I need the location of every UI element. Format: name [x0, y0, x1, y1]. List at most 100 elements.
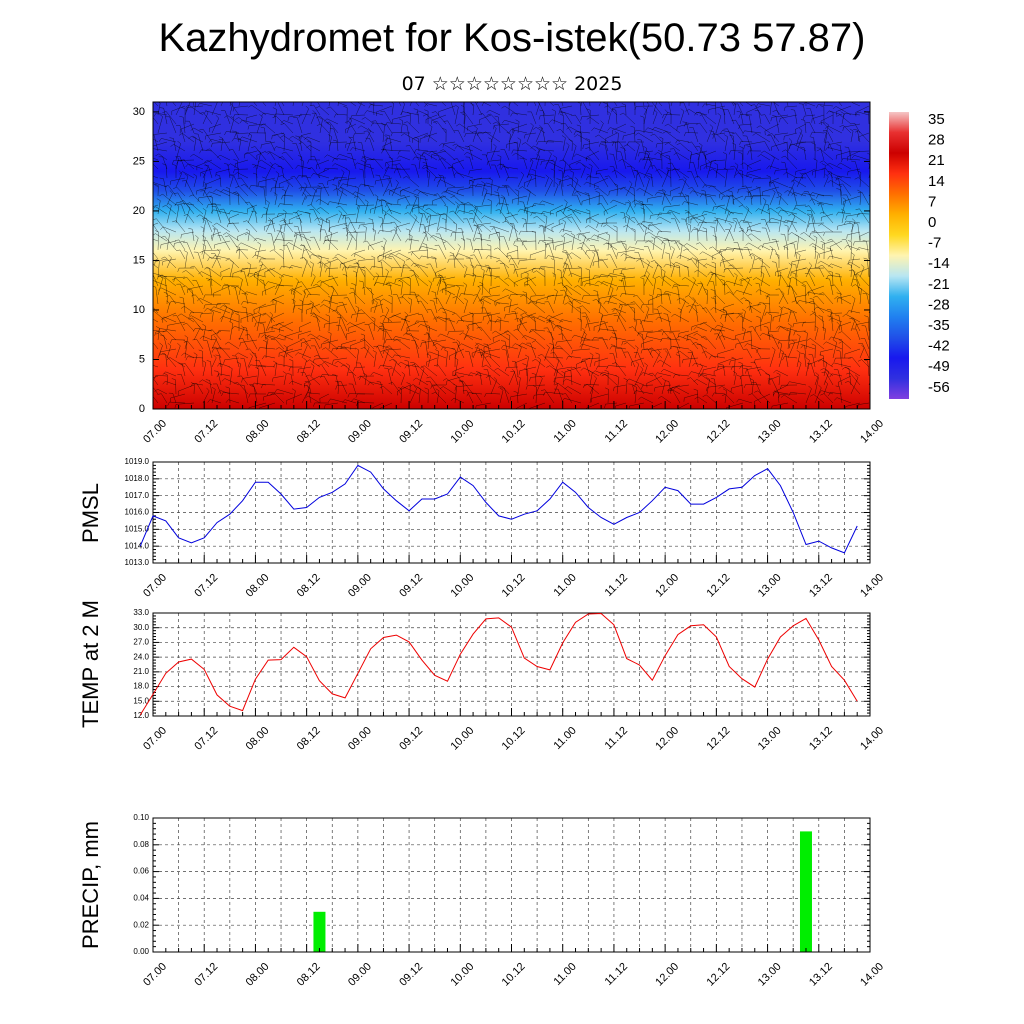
temp-y-tick-label: 21.0	[133, 667, 149, 676]
heatmap-x-tick-label: 12.00	[653, 418, 681, 446]
colorbar-label: -14	[928, 255, 950, 272]
temp-grid	[153, 613, 870, 716]
heatmap-y-axis: 0 5 10 15 20 25 30	[133, 106, 870, 415]
temp-x-tick-label: 10.12	[500, 725, 528, 753]
precip-y-axis: 0.10 0.08 0.06 0.04 0.02 0.00	[133, 813, 870, 956]
colorbar-label: 7	[928, 193, 936, 210]
temp-x-tick-label: 08.12	[295, 725, 323, 753]
precip-x-tick-label: 13.12	[807, 961, 835, 989]
pmsl-x-tick-label: 07.12	[192, 572, 220, 600]
pmsl-x-axis: 07.00 07.12 08.00 08.12 09.00 09.12 10.00 10.12…	[141, 555, 886, 600]
heatmap-x-tick-label: 08.12	[295, 418, 323, 446]
pmsl-x-tick-label: 09.00	[346, 572, 374, 600]
precip-x-tick-label: 10.12	[500, 961, 528, 989]
pmsl-grid	[153, 462, 870, 563]
temp-x-tick-label: 14.00	[858, 725, 886, 753]
pmsl-x-tick-label: 14.00	[858, 572, 886, 600]
colorbar-label: -56	[928, 379, 950, 396]
colorbar-label: 28	[928, 132, 945, 149]
temp-x-tick-label: 07.00	[141, 725, 169, 753]
colorbar-label: 0	[928, 214, 936, 231]
heatmap-x-tick-label: 09.12	[397, 418, 425, 446]
temp-x-tick-label: 12.12	[705, 725, 733, 753]
temp-x-tick-label: 13.12	[807, 725, 835, 753]
temp-y-tick-label: 30.0	[133, 623, 149, 632]
precip-x-tick-label: 07.00	[141, 961, 169, 989]
heatmap-y-tick-label: 5	[139, 353, 145, 365]
colorbar-labels: 35 28 21 14 7 0 -7 -14 -21 -28 -35 -42 -49 -56	[928, 111, 950, 396]
heatmap-y-tick-label: 15	[133, 254, 145, 266]
colorbar-label: 14	[928, 173, 945, 190]
precip-x-tick-label: 11.12	[603, 961, 630, 988]
temp-y-axis: 33.0 30.0 27.0 24.0 21.0 18.0 15.0 12.0	[133, 608, 870, 720]
precip-bars	[313, 831, 812, 952]
temp-x-tick-label: 11.00	[551, 725, 578, 752]
colorbar-label: -49	[928, 358, 950, 375]
heatmap-y-tick-label: 20	[133, 205, 145, 217]
precip-bar	[313, 911, 326, 952]
heatmap-panel: 0 5 10 15 20 25 30 07.00 07.12 08.00 08.12 09.00 09…	[133, 101, 886, 446]
heatmap-x-tick-label: 07.00	[141, 418, 169, 446]
temp-x-tick-label: 08.00	[244, 725, 272, 753]
precip-x-tick-label: 08.00	[244, 961, 272, 989]
precip-x-tick-label: 12.00	[653, 961, 681, 989]
pmsl-x-tick-label: 12.00	[653, 572, 681, 600]
pmsl-x-tick-label: 10.00	[448, 572, 476, 600]
pmsl-x-tick-label: 11.00	[551, 572, 578, 599]
heatmap-x-tick-label: 10.00	[448, 418, 476, 446]
precip-ylabel: PRECIP, mm	[78, 821, 103, 949]
pmsl-y-tick-label: 1013.0	[125, 558, 150, 567]
temp-y-tick-label: 15.0	[133, 696, 149, 705]
precip-x-tick-label: 12.12	[705, 961, 733, 989]
temp-y-tick-label: 33.0	[133, 608, 149, 617]
wind-barbs	[153, 102, 870, 409]
precip-x-tick-label: 09.00	[346, 961, 374, 989]
heatmap-x-tick-label: 13.00	[756, 418, 784, 446]
colorbar-label: -35	[928, 317, 950, 334]
precip-x-tick-label: 10.00	[448, 961, 476, 989]
pmsl-y-tick-label: 1018.0	[125, 474, 150, 483]
pmsl-x-tick-label: 08.00	[244, 572, 272, 600]
heatmap-x-tick-label: 07.12	[192, 418, 220, 446]
precip-y-tick-label: 0.10	[133, 813, 149, 822]
precip-x-tick-label: 07.12	[192, 961, 220, 989]
heatmap-y-tick-label: 30	[133, 106, 145, 118]
colorbar-label: 35	[928, 111, 945, 128]
temp-x-tick-label: 13.00	[756, 725, 784, 753]
heatmap-x-tick-label: 09.00	[346, 418, 374, 446]
pmsl-y-tick-label: 1015.0	[125, 524, 150, 533]
precip-x-tick-label: 11.00	[551, 961, 578, 988]
heatmap-x-tick-label: 14.00	[858, 418, 886, 446]
temp-y-tick-label: 27.0	[133, 638, 149, 647]
temp-series-line	[139, 612, 858, 716]
precip-x-axis: 07.00 07.12 08.00 08.12 09.00 09.12 10.00 10.12…	[141, 944, 886, 989]
temp-x-tick-label: 10.00	[448, 725, 476, 753]
wind-barb-field	[153, 102, 870, 409]
heatmap-x-tick-label: 10.12	[500, 418, 528, 446]
precip-x-tick-label: 08.12	[295, 961, 323, 989]
pmsl-x-tick-label: 09.12	[397, 572, 425, 600]
colorbar-label: -28	[928, 296, 950, 313]
chart-subtitle: 07 ☆☆☆☆☆☆☆☆ 2025	[401, 73, 623, 95]
temp-y-tick-label: 24.0	[133, 652, 149, 661]
colorbar-label: 21	[928, 152, 945, 169]
chart-title: Kazhydromet for Kos-istek(50.73 57.87)	[158, 16, 866, 60]
pmsl-panel: 1019.0 1018.0 1017.0 1016.0 1015.0 1014.0 1013…	[78, 457, 886, 599]
temp-x-tick-label: 09.00	[346, 725, 374, 753]
pmsl-ylabel: PMSL	[78, 483, 103, 543]
precip-x-tick-label: 14.00	[858, 961, 886, 989]
temp-y-tick-label: 12.0	[133, 711, 149, 720]
precip-y-tick-label: 0.08	[133, 840, 149, 849]
pmsl-x-tick-label: 08.12	[295, 572, 323, 600]
temp-x-tick-label: 09.12	[397, 725, 425, 753]
pmsl-y-tick-label: 1016.0	[125, 508, 150, 517]
precip-x-tick-label: 13.00	[756, 961, 784, 989]
pmsl-y-axis: 1019.0 1018.0 1017.0 1016.0 1015.0 1014.0 1013…	[125, 457, 870, 567]
colorbar: 35 28 21 14 7 0 -7 -14 -21 -28 -35 -42 -49 -56	[889, 111, 950, 399]
colorbar-strip	[889, 112, 909, 399]
precip-x-tick-label: 09.12	[397, 961, 425, 989]
precip-y-tick-label: 0.04	[133, 894, 149, 903]
temp-y-tick-label: 18.0	[133, 682, 149, 691]
pmsl-y-tick-label: 1019.0	[125, 457, 150, 466]
precip-y-tick-label: 0.02	[133, 920, 149, 929]
